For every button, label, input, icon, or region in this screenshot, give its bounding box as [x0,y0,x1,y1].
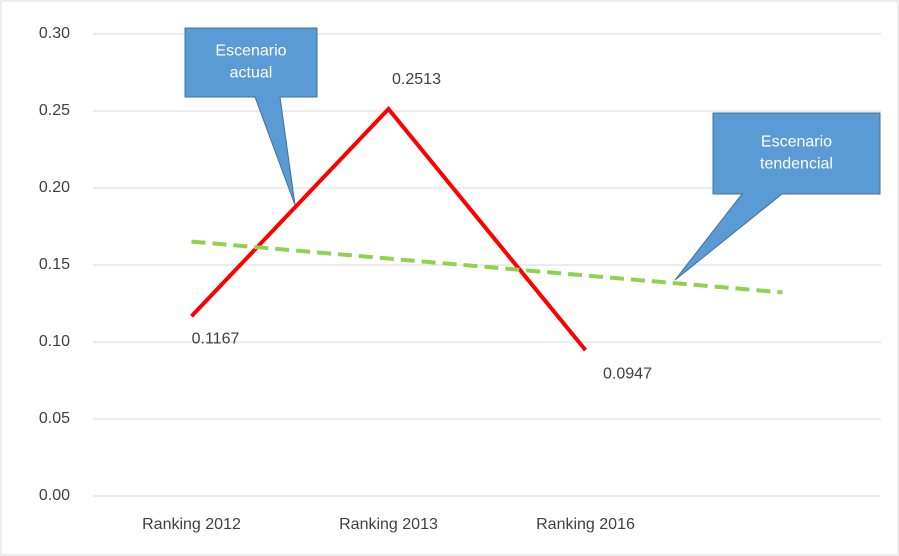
callout: Escenario tendencial [674,112,881,281]
data-label: 0.2513 [392,71,441,88]
y-tick-label: 0.20 [39,179,70,196]
data-label: 0.0947 [603,365,652,382]
y-tick-label: 0.15 [39,256,70,273]
y-tick-label: 0.05 [39,410,70,427]
data-label: 0.1167 [192,331,240,348]
y-tick-label: 0.00 [39,487,70,504]
y-tick-label: 0.25 [39,102,70,119]
callout-text: Escenario [215,43,286,60]
x-tick-label: Ranking 2013 [339,516,438,533]
callout-text: actual [230,65,273,82]
series-line [191,239,783,295]
callout-text: tendencial [760,156,833,173]
callout-shape [674,112,881,281]
callout-shape [184,27,318,206]
callout-text: Escenario [761,134,832,151]
y-tick-label: 0.10 [39,333,70,350]
x-tick-label: Ranking 2012 [142,516,241,533]
y-tick-label: 0.30 [39,25,70,42]
callout: Escenario actual [184,27,318,206]
x-tick-label: Ranking 2016 [536,516,635,533]
